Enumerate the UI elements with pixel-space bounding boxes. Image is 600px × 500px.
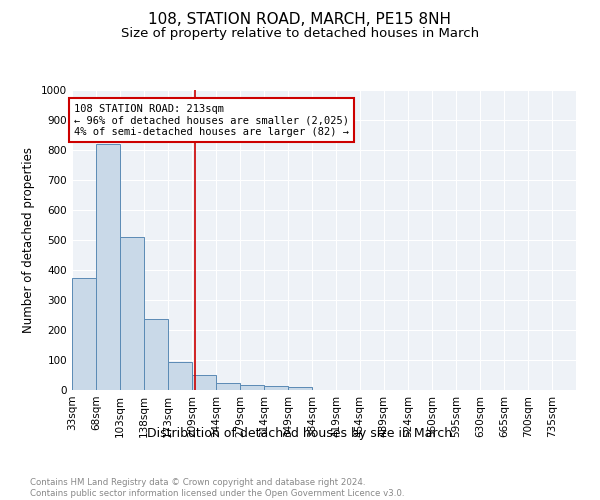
Bar [168, 362, 191, 390]
Bar [240, 384, 264, 390]
Bar [96, 144, 120, 390]
Text: Contains HM Land Registry data © Crown copyright and database right 2024.
Contai: Contains HM Land Registry data © Crown c… [30, 478, 404, 498]
Bar [120, 237, 144, 390]
Bar [193, 375, 216, 390]
Text: Distribution of detached houses by size in March: Distribution of detached houses by size … [148, 428, 452, 440]
Text: 108, STATION ROAD, MARCH, PE15 8NH: 108, STATION ROAD, MARCH, PE15 8NH [149, 12, 452, 28]
Bar [144, 318, 168, 390]
Text: Size of property relative to detached houses in March: Size of property relative to detached ho… [121, 28, 479, 40]
Bar [264, 386, 288, 390]
Y-axis label: Number of detached properties: Number of detached properties [22, 147, 35, 333]
Text: 108 STATION ROAD: 213sqm
← 96% of detached houses are smaller (2,025)
4% of semi: 108 STATION ROAD: 213sqm ← 96% of detach… [74, 104, 349, 136]
Bar [72, 278, 96, 390]
Bar [216, 384, 240, 390]
Bar [288, 387, 312, 390]
